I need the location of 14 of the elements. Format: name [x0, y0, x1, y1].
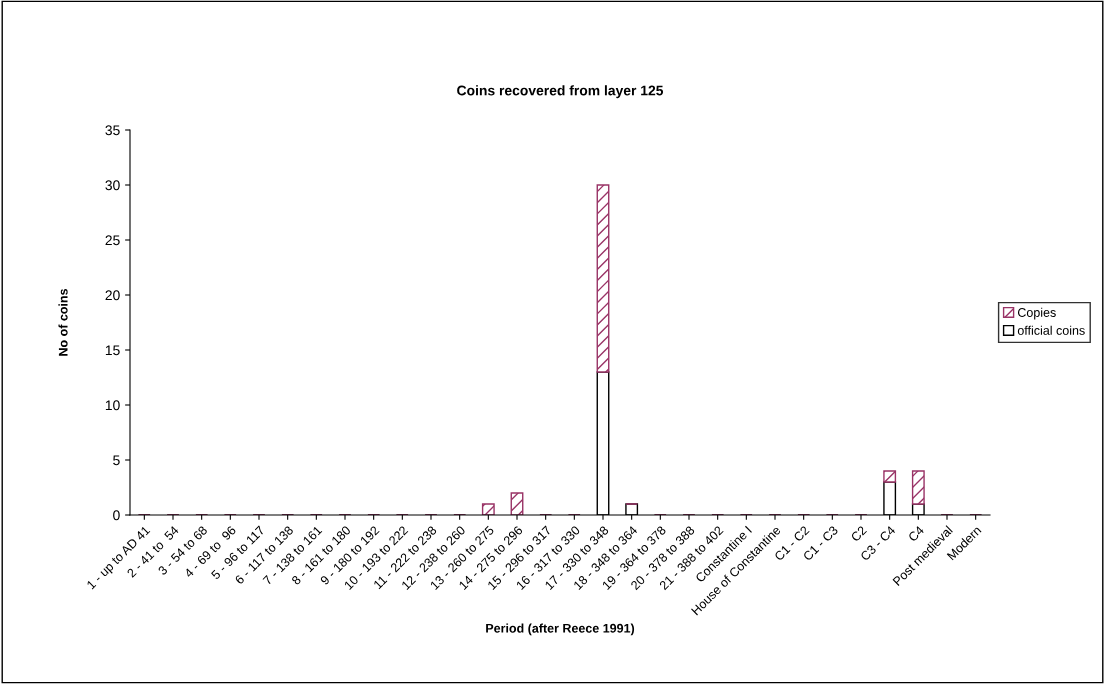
y-axis-title: No of coins	[58, 288, 68, 356]
y-tick-label: 35	[105, 125, 120, 136]
y-tick-label: 25	[105, 235, 120, 246]
y-tick-label: 5	[113, 455, 120, 466]
y-tick-label: 10	[105, 400, 120, 411]
x-axis-title: Period (after Reece 1991)	[486, 623, 635, 636]
legend-label: Copies	[1017, 307, 1056, 320]
chart-title: Coins recovered from layer 125	[457, 85, 664, 99]
legend-label: official coins	[1017, 325, 1085, 335]
y-tick-label: 15	[105, 345, 120, 356]
y-tick-label: 0	[113, 510, 120, 521]
x-tick-label: C2	[850, 525, 868, 543]
y-tick-label: 20	[105, 290, 120, 301]
y-tick-label: 30	[105, 180, 120, 191]
